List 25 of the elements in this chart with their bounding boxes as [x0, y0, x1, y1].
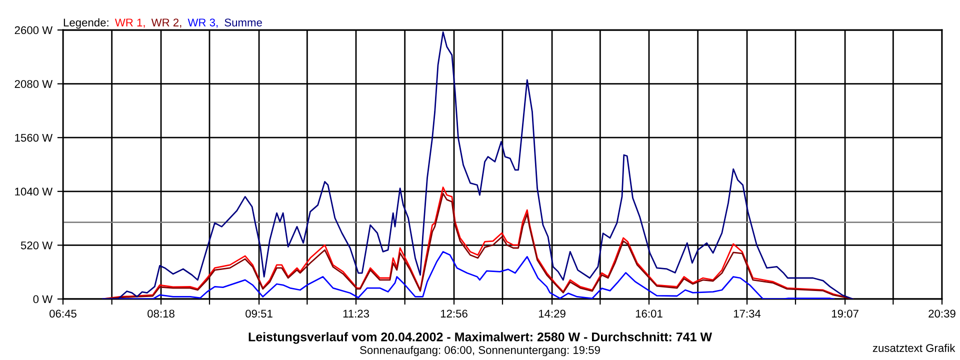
y-tick-label: 2600 W: [14, 26, 53, 34]
x-tick-label: 14:29: [538, 310, 566, 318]
x-tick-label: 11:23: [343, 310, 370, 318]
text: WR 1,: [114, 18, 145, 28]
text: WR 2,: [151, 18, 182, 28]
text: Leistungsverlauf vom 20.04.2002 - Maximalwert: 2580 W - Durchschnitt: 741 W: [248, 332, 712, 344]
text: Sonnenaufgang: 06:00, Sonnenuntergang: 19:59: [360, 346, 600, 356]
x-tick-label: 06:45: [50, 310, 76, 318]
y-tick-label: 1560 W: [15, 134, 53, 142]
x-tick-label: 12:56: [440, 310, 468, 318]
y-tick-label: 1040 W: [15, 188, 53, 196]
line-series: [102, 31, 854, 299]
x-tick-label: 09:51: [246, 310, 272, 318]
x-tick-label: 16:01: [636, 310, 662, 318]
y-tick-label: 2080 W: [14, 80, 53, 88]
text: WR 3,: [188, 18, 218, 28]
x-tick-label: 08:18: [148, 310, 174, 318]
text: zusatztext Grafik: [872, 344, 956, 352]
text: Summe: [224, 18, 262, 26]
x-tick-label: 17:34: [734, 310, 761, 318]
x-tick-label: 20:39: [928, 310, 956, 318]
y-tick-label: 0 W: [33, 295, 53, 304]
x-tick-label: 19:07: [832, 310, 858, 318]
y-tick-label: 520 W: [20, 241, 53, 250]
legend-title: Legende:: [64, 18, 108, 29]
